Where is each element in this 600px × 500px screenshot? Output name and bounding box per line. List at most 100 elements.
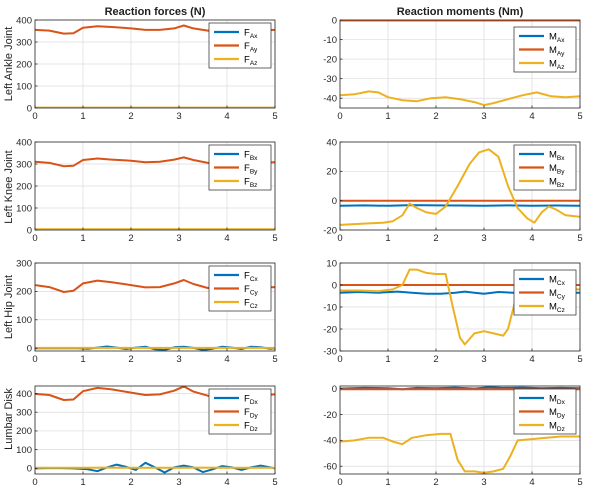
y-tick-label: 400	[16, 15, 32, 26]
y-tick-label: 300	[16, 37, 32, 48]
legend-label-ay: MAy	[549, 45, 565, 58]
legend-label-bx: MBx	[549, 150, 565, 163]
legend-label-dx: FDx	[244, 394, 259, 407]
legend-label-dy: MDy	[549, 407, 566, 420]
x-tick-label: 2	[128, 477, 133, 488]
x-tick-label: 2	[433, 233, 438, 244]
axes-box	[34, 262, 276, 352]
legend-label-cz: MCz	[549, 302, 565, 315]
column-title-forces: Reaction forces (N)	[105, 6, 206, 18]
y-tick-label: 0	[332, 15, 337, 26]
x-tick-label: 5	[577, 354, 582, 365]
legend-label-cy: MCy	[549, 288, 566, 301]
series-line-dz	[340, 432, 580, 474]
y-tick-label: 100	[16, 445, 32, 456]
legend-label-dx: MDx	[549, 394, 566, 407]
x-tick-label: 5	[272, 233, 277, 244]
x-tick-label: 3	[176, 477, 181, 488]
y-tick-label: 300	[16, 258, 32, 269]
x-tick-label: 3	[176, 233, 181, 244]
x-tick-label: 0	[32, 354, 37, 365]
x-tick-label: 2	[433, 111, 438, 122]
x-tick-label: 1	[385, 477, 390, 488]
x-tick-label: 4	[529, 111, 534, 122]
legend-label-cx: FCx	[244, 271, 259, 284]
series-line-bz	[340, 148, 580, 226]
row-label-ankle: Left Ankle Joint	[3, 27, 15, 102]
x-tick-label: 5	[272, 477, 277, 488]
series-line-bx	[340, 204, 580, 207]
x-tick-label: 3	[481, 477, 486, 488]
axes-box	[34, 385, 276, 475]
x-tick-label: 4	[224, 477, 229, 488]
y-tick-label: -40	[323, 94, 337, 105]
y-tick-label: -20	[323, 410, 337, 421]
axes-box	[339, 141, 581, 231]
y-tick-label: 100	[16, 315, 32, 326]
y-tick-label: -20	[323, 54, 337, 65]
y-tick-label: 0	[27, 464, 32, 475]
x-tick-label: 1	[80, 354, 85, 365]
y-tick-label: -60	[323, 462, 337, 473]
x-tick-label: 1	[80, 477, 85, 488]
legend-label-bz: MBz	[549, 177, 565, 190]
row-label-hip: Left Hip Joint	[3, 275, 15, 339]
legend-label-az: FAz	[244, 55, 257, 68]
y-tick-label: 200	[16, 287, 32, 298]
row-label-knee: Left Knee Joint	[3, 150, 15, 223]
x-tick-label: 3	[176, 354, 181, 365]
y-tick-label: 100	[16, 81, 32, 92]
x-tick-label: 1	[385, 354, 390, 365]
y-tick-label: 100	[16, 203, 32, 214]
x-tick-label: 1	[385, 233, 390, 244]
y-tick-label: -40	[323, 436, 337, 447]
x-tick-label: 2	[128, 354, 133, 365]
y-tick-label: -20	[323, 324, 337, 335]
series-line-dx	[35, 461, 275, 474]
x-tick-label: 1	[80, 233, 85, 244]
x-tick-label: 0	[32, 111, 37, 122]
x-tick-label: 3	[481, 233, 486, 244]
legend-label-bz: FBz	[244, 177, 257, 190]
x-tick-label: 0	[337, 111, 342, 122]
x-tick-label: 5	[577, 233, 582, 244]
y-tick-label: 200	[16, 59, 32, 70]
x-tick-label: 0	[32, 477, 37, 488]
x-tick-label: 2	[433, 354, 438, 365]
row-label-lumbar: Lumbar Disk	[3, 388, 15, 450]
x-tick-label: 0	[337, 233, 342, 244]
x-tick-label: 4	[224, 233, 229, 244]
y-tick-label: -30	[323, 74, 337, 85]
y-tick-label: 0	[332, 196, 337, 207]
series-line-az	[340, 90, 580, 107]
legend-label-ax: FAx	[244, 28, 258, 41]
y-tick-label: 40	[326, 137, 337, 148]
y-tick-label: 10	[326, 258, 337, 269]
legend-label-cz: FCz	[244, 298, 258, 311]
legend-label-cx: MCx	[549, 275, 566, 288]
legend-label-by: FBy	[244, 163, 258, 176]
x-tick-label: 0	[32, 233, 37, 244]
y-tick-label: 0	[332, 280, 337, 291]
y-tick-label: 0	[27, 225, 32, 236]
x-tick-label: 1	[385, 111, 390, 122]
x-tick-label: 4	[224, 354, 229, 365]
y-tick-label: 0	[332, 384, 337, 395]
y-tick-label: 200	[16, 181, 32, 192]
x-tick-label: 5	[577, 477, 582, 488]
x-tick-label: 0	[337, 354, 342, 365]
